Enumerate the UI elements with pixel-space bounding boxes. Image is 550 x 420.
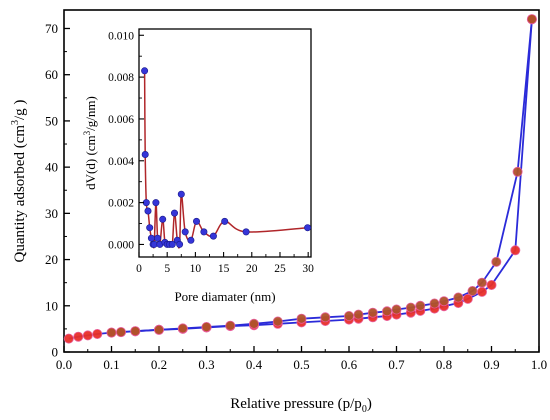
inset-y-tick-label: 0.010 (108, 30, 134, 42)
main-y-tick-label: 60 (45, 67, 58, 82)
desorption-point (130, 326, 141, 337)
main-x-tick-label: 0.3 (198, 357, 214, 372)
main-ticks (63, 27, 540, 353)
main-markers (63, 14, 537, 344)
pore-size-point (144, 207, 152, 215)
adsorption-point (63, 333, 74, 344)
main-x-axis-label: Relative pressure (p/p0) (230, 396, 372, 415)
inset-x-tick-label: 0 (136, 263, 142, 275)
adsorption-point (510, 245, 521, 256)
pore-size-point (171, 209, 179, 217)
inset-x-tick-label: 30 (302, 263, 314, 275)
main-x-tick-label: 1.0 (531, 357, 547, 372)
desorption-point (512, 166, 523, 177)
desorption-point (177, 323, 188, 334)
main-x-tick-label: 0.4 (246, 357, 263, 372)
adsorption-point (92, 328, 103, 339)
pore-size-point (152, 199, 160, 207)
pore-size-point (242, 228, 250, 236)
inset-x-axis-label: Pore diamater (nm) (174, 289, 275, 304)
pore-size-point (221, 217, 229, 225)
desorption-point (272, 316, 283, 327)
desorption-point (438, 296, 449, 307)
desorption-point (225, 320, 236, 331)
pore-size-point (146, 224, 154, 232)
desorption-point (453, 292, 464, 303)
inset-x-tick-label: 20 (246, 263, 258, 275)
desorption-point (320, 312, 331, 323)
desorption-point (476, 277, 487, 288)
main-y-tick-label: 50 (45, 113, 58, 128)
inset-ticks (138, 34, 309, 257)
desorption-point (415, 300, 426, 311)
pore-size-point (200, 228, 208, 236)
inset-tick-labels: 0 5 10 15 20 25 30 0.000 0.002 0.004 0.006 0.008 0.0… (108, 30, 314, 275)
main-y-tick-label: 10 (45, 298, 58, 313)
inset-chart: 0 5 10 15 20 25 30 0.000 0.002 0.004 0.006 0.008 0.0… (82, 28, 314, 304)
adsorption-point (462, 293, 473, 304)
desorption-point (296, 313, 307, 324)
main-y-axis-label: Quantity adsorbed (cm3/g ) (10, 100, 28, 263)
desorption-point (153, 324, 164, 335)
desorption-point (381, 306, 392, 317)
inset-y-tick-label: 0.000 (108, 239, 134, 251)
pore-size-point (181, 228, 189, 236)
main-tick-labels: 0.0 0.1 0.2 0.3 0.4 0.5 0.6 0.7 0.8 0.9 1.0 0 10 20 30… (45, 21, 547, 372)
pore-size-point (304, 224, 312, 232)
adsorption-point (476, 286, 487, 297)
desorption-point (491, 256, 502, 267)
pore-size-point (193, 217, 201, 225)
adsorption-point (73, 331, 84, 342)
pore-size-point (154, 234, 162, 242)
pore-size-point (187, 236, 195, 244)
adsorption-point (486, 279, 497, 290)
main-y-tick-label: 0 (52, 345, 59, 360)
main-x-tick-label: 0.5 (293, 357, 309, 372)
desorption-point (201, 321, 212, 332)
desorption-point (405, 302, 416, 313)
desorption-point (106, 327, 117, 338)
main-y-tick-label: 20 (45, 252, 58, 267)
desorption-point (429, 298, 440, 309)
pore-size-point (142, 199, 150, 207)
inset-x-tick-label: 5 (164, 263, 170, 275)
adsorption-point (82, 330, 93, 341)
main-y-tick-label: 70 (45, 21, 58, 36)
pore-size-point (147, 234, 155, 242)
main-x-tick-label: 0.7 (388, 357, 405, 372)
desorption-point (343, 310, 354, 321)
inset-x-tick-label: 25 (274, 263, 286, 275)
inset-y-tick-label: 0.006 (108, 114, 134, 126)
pore-size-point (177, 190, 185, 198)
inset-markers (141, 67, 312, 248)
main-x-tick-label: 0.2 (151, 357, 167, 372)
main-x-tick-label: 0.6 (341, 357, 358, 372)
inset-x-tick-label: 15 (218, 263, 230, 275)
inset-x-tick-label: 10 (190, 263, 202, 275)
main-x-tick-label: 0.9 (483, 357, 499, 372)
main-y-tick-label: 40 (45, 160, 58, 175)
main-x-tick-label: 0.0 (56, 357, 72, 372)
inset-y-axis-label: dV(d) (cm3/g/nm) (82, 96, 98, 190)
main-y-tick-label: 30 (45, 206, 58, 221)
desorption-point (467, 285, 478, 296)
desorption-point (248, 318, 259, 329)
pore-size-point (176, 240, 184, 248)
pore-size-point (159, 215, 167, 223)
main-x-tick-label: 0.1 (103, 357, 119, 372)
inset-y-tick-label: 0.002 (108, 198, 134, 210)
pore-size-point (141, 67, 149, 75)
pore-size-point (168, 240, 176, 248)
inset-y-tick-label: 0.008 (108, 72, 134, 84)
pore-size-point (209, 232, 217, 240)
desorption-point (526, 14, 537, 25)
desorption-point (391, 304, 402, 315)
desorption-point (116, 327, 127, 338)
desorption-point (367, 307, 378, 318)
pore-size-point (141, 151, 149, 159)
main-x-tick-label: 0.8 (436, 357, 452, 372)
desorption-point (353, 309, 364, 320)
inset-y-tick-label: 0.004 (108, 156, 134, 168)
